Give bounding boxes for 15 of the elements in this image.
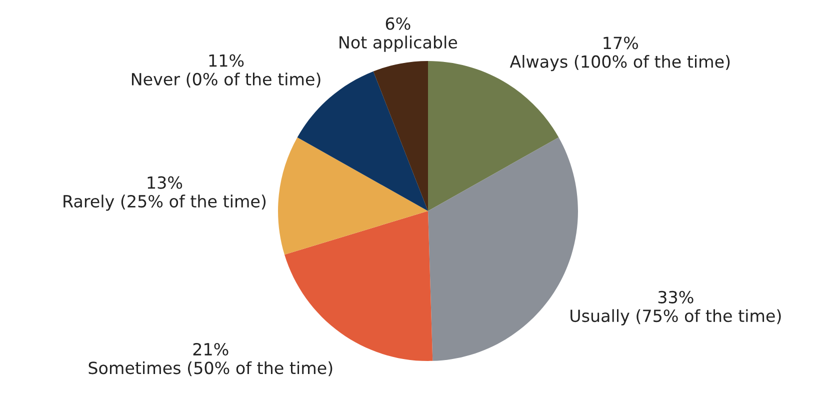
slice-label: Sometimes (50% of the time) [88,361,332,376]
pie-slice [284,211,433,361]
pie-slice [373,61,428,211]
data-label: 6% [386,17,410,30]
slice-label: Always (100% of the time) [510,54,730,72]
data-label: 21% [193,342,228,356]
slice-label: Never (0% of the time) [132,72,320,88]
data-label: 33% [658,290,694,304]
data-label: 13% [148,176,182,189]
slice-label: Not applicable [340,36,458,52]
pie-slice [278,137,428,255]
data-label: 17% [604,36,638,50]
data-label: 11% [209,54,244,67]
slice-label: Usually (75% of the time) [570,309,781,326]
slice-label: Rarely (25% of the time) [64,194,266,211]
